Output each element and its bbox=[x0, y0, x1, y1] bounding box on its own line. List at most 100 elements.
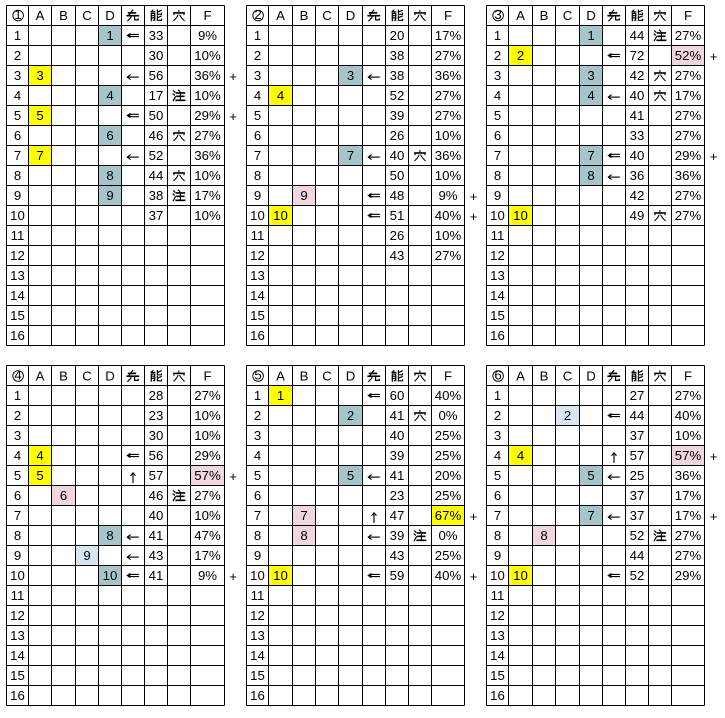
svg-text:+: + bbox=[470, 569, 478, 584]
svg-text:27%: 27% bbox=[675, 68, 702, 83]
svg-text:15: 15 bbox=[490, 308, 505, 323]
svg-text:12: 12 bbox=[490, 608, 505, 623]
svg-text:27%: 27% bbox=[675, 188, 702, 203]
svg-text:44: 44 bbox=[630, 548, 645, 563]
svg-text:B: B bbox=[300, 368, 309, 383]
svg-text:10: 10 bbox=[273, 568, 288, 583]
svg-text:10%: 10% bbox=[194, 88, 221, 103]
svg-text:11: 11 bbox=[11, 588, 25, 603]
svg-text:+: + bbox=[710, 49, 718, 64]
svg-text:1: 1 bbox=[254, 28, 261, 43]
svg-text:52: 52 bbox=[630, 528, 645, 543]
svg-text:9: 9 bbox=[14, 548, 21, 563]
svg-text:8: 8 bbox=[254, 168, 261, 183]
svg-text:40: 40 bbox=[630, 148, 645, 163]
svg-text:13: 13 bbox=[10, 268, 25, 283]
svg-text:7: 7 bbox=[494, 508, 501, 523]
svg-text:67%: 67% bbox=[435, 508, 462, 523]
svg-text:9: 9 bbox=[494, 188, 501, 203]
svg-text:57: 57 bbox=[630, 448, 645, 463]
svg-text:15: 15 bbox=[250, 668, 265, 683]
svg-text:+: + bbox=[470, 509, 478, 524]
svg-text:14: 14 bbox=[250, 288, 265, 303]
svg-text:5: 5 bbox=[36, 108, 43, 123]
svg-text:10: 10 bbox=[490, 568, 505, 583]
svg-text:57%: 57% bbox=[675, 448, 702, 463]
svg-text:3: 3 bbox=[347, 68, 354, 83]
svg-text:57: 57 bbox=[149, 468, 164, 483]
svg-text:8: 8 bbox=[587, 168, 594, 183]
svg-text:51: 51 bbox=[390, 208, 405, 223]
svg-text:D: D bbox=[586, 368, 596, 383]
svg-text:B: B bbox=[59, 368, 68, 383]
svg-text:5: 5 bbox=[14, 108, 21, 123]
svg-text:B: B bbox=[540, 368, 549, 383]
svg-text:C: C bbox=[563, 8, 573, 23]
svg-text:17%: 17% bbox=[675, 508, 702, 523]
svg-text:44: 44 bbox=[630, 408, 645, 423]
svg-text:6: 6 bbox=[254, 488, 261, 503]
svg-text:38: 38 bbox=[390, 68, 405, 83]
svg-text:11: 11 bbox=[251, 588, 265, 603]
svg-text:12: 12 bbox=[10, 608, 25, 623]
svg-text:3: 3 bbox=[254, 68, 261, 83]
svg-text:5: 5 bbox=[254, 108, 261, 123]
svg-text:2: 2 bbox=[254, 48, 261, 63]
svg-text:16: 16 bbox=[250, 688, 265, 703]
svg-text:11: 11 bbox=[491, 228, 505, 243]
svg-text:16: 16 bbox=[10, 328, 25, 343]
svg-text:13: 13 bbox=[490, 268, 505, 283]
svg-text:9: 9 bbox=[254, 548, 261, 563]
svg-text:10: 10 bbox=[250, 568, 265, 583]
svg-text:3: 3 bbox=[14, 68, 21, 83]
svg-text:27%: 27% bbox=[194, 128, 221, 143]
svg-text:+: + bbox=[470, 209, 478, 224]
svg-text:6: 6 bbox=[14, 128, 21, 143]
svg-text:D: D bbox=[346, 368, 356, 383]
svg-text:43: 43 bbox=[390, 248, 405, 263]
svg-text:2: 2 bbox=[517, 48, 524, 63]
svg-text:3: 3 bbox=[494, 68, 501, 83]
svg-text:7: 7 bbox=[494, 148, 501, 163]
svg-text:4: 4 bbox=[277, 88, 284, 103]
svg-text:4: 4 bbox=[254, 448, 261, 463]
svg-text:10: 10 bbox=[273, 208, 288, 223]
svg-text:36: 36 bbox=[630, 168, 645, 183]
svg-text:+: + bbox=[229, 569, 237, 584]
svg-text:F: F bbox=[203, 8, 211, 23]
svg-text:13: 13 bbox=[250, 268, 265, 283]
svg-text:9: 9 bbox=[83, 548, 90, 563]
svg-text:40: 40 bbox=[630, 88, 645, 103]
svg-text:F: F bbox=[203, 368, 211, 383]
svg-text:4: 4 bbox=[587, 88, 594, 103]
svg-text:40: 40 bbox=[390, 148, 405, 163]
svg-text:59: 59 bbox=[390, 568, 405, 583]
svg-text:C: C bbox=[563, 368, 573, 383]
svg-text:2: 2 bbox=[347, 408, 354, 423]
svg-text:16: 16 bbox=[10, 688, 25, 703]
svg-text:52: 52 bbox=[149, 148, 164, 163]
svg-text:9: 9 bbox=[254, 188, 261, 203]
svg-text:10%: 10% bbox=[194, 408, 221, 423]
svg-text:47%: 47% bbox=[194, 528, 221, 543]
svg-text:1: 1 bbox=[494, 388, 501, 403]
svg-text:8: 8 bbox=[540, 528, 547, 543]
svg-text:47: 47 bbox=[390, 508, 405, 523]
svg-text:40%: 40% bbox=[435, 568, 462, 583]
svg-text:4: 4 bbox=[254, 88, 261, 103]
svg-text:7: 7 bbox=[254, 508, 261, 523]
svg-text:72: 72 bbox=[630, 48, 645, 63]
svg-text:14: 14 bbox=[10, 288, 25, 303]
svg-text:2: 2 bbox=[14, 408, 21, 423]
svg-text:9: 9 bbox=[106, 188, 113, 203]
svg-text:5: 5 bbox=[494, 468, 501, 483]
svg-text:48: 48 bbox=[390, 188, 405, 203]
svg-text:+: + bbox=[229, 469, 237, 484]
svg-text:10: 10 bbox=[103, 568, 118, 583]
svg-text:1: 1 bbox=[587, 28, 594, 43]
svg-text:42: 42 bbox=[630, 188, 645, 203]
svg-text:+: + bbox=[710, 449, 718, 464]
svg-text:C: C bbox=[82, 368, 92, 383]
svg-text:6: 6 bbox=[494, 488, 501, 503]
svg-text:46: 46 bbox=[149, 128, 164, 143]
